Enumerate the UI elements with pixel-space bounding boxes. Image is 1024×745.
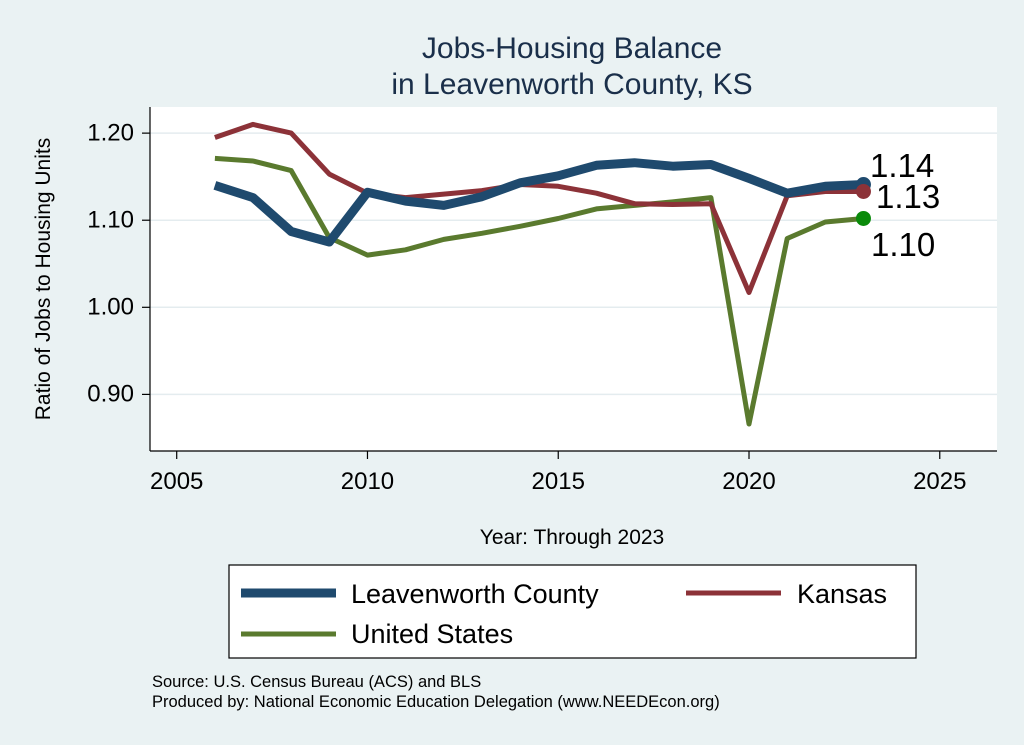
x-axis-title: Year: Through 2023 [480,526,665,549]
end-markers [855,177,871,226]
y-tick-label: 1.10 [87,207,134,234]
produced-by-note: Produced by: National Economic Education… [152,693,720,711]
end-label-united-states: 1.10 [871,226,935,263]
legend-label-kansas: Kansas [797,579,887,609]
chart-title-line-1: Jobs-Housing Balance [422,32,722,65]
legend-label-leavenworth-county: Leavenworth County [351,579,599,609]
y-ticks: 0.90 1.00 1.10 1.20 [87,119,150,408]
x-ticks: 2005 2010 2015 2020 2025 [150,451,966,495]
x-tick-label: 2005 [150,468,203,495]
y-axis-title: Ratio of Jobs to Housing Units [32,138,55,420]
y-tick-label: 1.20 [87,119,134,146]
series-line-kansas [214,121,864,295]
x-tick-label: 2015 [532,468,585,495]
x-tick-label: 2020 [722,468,775,495]
legend-label-united-states: United States [351,619,513,649]
source-note: Source: U.S. Census Bureau (ACS) and BLS [152,673,481,691]
end-label-leavenworth-county: 1.14 [870,147,934,184]
chart-title-line-2: in Leavenworth County, KS [391,68,752,101]
x-tick-label: 2025 [913,468,966,495]
y-tick-label: 0.90 [87,381,134,408]
series-lines [213,121,864,427]
series-line-leavenworth-county [213,158,864,247]
series-line-united-states [214,155,864,427]
end-marker-united-states [855,210,871,226]
legend-box [228,564,917,659]
y-tick-label: 1.00 [87,294,134,321]
end-label-kansas: 1.13 [876,178,940,215]
legend: Leavenworth County Kansas United States [228,564,917,659]
end-marker-kansas [855,183,871,199]
x-tick-label: 2010 [341,468,394,495]
